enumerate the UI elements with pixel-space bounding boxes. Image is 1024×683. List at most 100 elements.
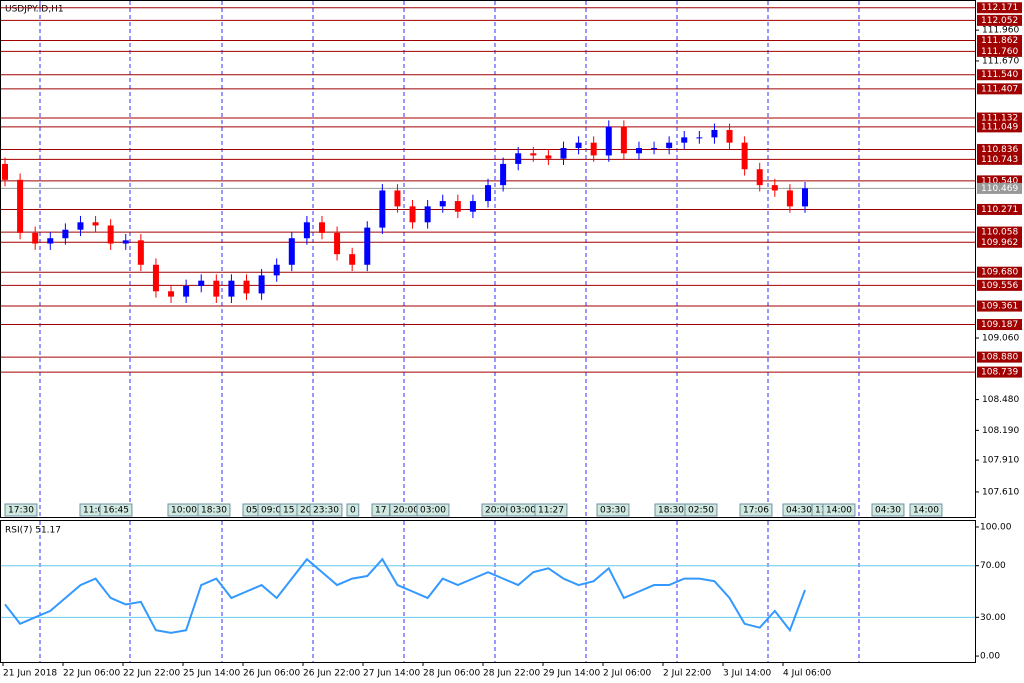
candle-body — [364, 227, 371, 265]
y-tick-label: 107.610 — [982, 487, 1019, 497]
time-marker: 0 — [350, 506, 356, 516]
candle-body — [545, 155, 552, 159]
candle-body — [198, 280, 205, 286]
time-marker: 14:00 — [913, 506, 939, 516]
level-box — [977, 203, 1022, 215]
candle-body — [168, 291, 175, 297]
candle-body — [560, 147, 567, 159]
level-box — [977, 226, 1022, 238]
candle-body — [469, 201, 476, 212]
time-marker: 11 — [815, 506, 826, 516]
level-box — [977, 2, 1022, 14]
level-label: 111.862 — [981, 36, 1018, 46]
candle-body — [183, 285, 190, 297]
candle-body — [485, 185, 492, 202]
indicator-title: RSI(7) 51.17 — [5, 526, 61, 536]
candle-body — [409, 206, 416, 223]
candle-body — [666, 142, 673, 148]
candle-body — [47, 238, 54, 244]
time-marker: 18:30 — [201, 506, 227, 516]
time-marker: 11:0 — [83, 506, 103, 516]
y-tick-label: 108.480 — [982, 395, 1019, 405]
time-marker: 17:30 — [8, 506, 34, 516]
level-box — [977, 112, 1022, 124]
x-tick-label: 22 Jun 22:00 — [123, 669, 180, 679]
time-marker: 15 — [283, 506, 294, 516]
candle-body — [771, 185, 778, 191]
y-tick-label: 107.910 — [982, 456, 1019, 466]
candle-body — [786, 190, 793, 207]
candle-body — [500, 163, 507, 186]
level-box — [977, 300, 1022, 312]
level-label: 111.132 — [981, 114, 1018, 124]
y-tick-label: 111.960 — [982, 26, 1019, 36]
candle-body — [575, 142, 582, 148]
level-label: 111.760 — [981, 47, 1018, 57]
x-tick-label: 26 Jun 06:00 — [243, 669, 300, 679]
time-marker-box — [371, 503, 390, 517]
level-box — [977, 143, 1022, 155]
x-tick-label: 25 Jun 14:00 — [183, 669, 240, 679]
time-marker-box — [416, 503, 450, 517]
level-label: 112.052 — [981, 16, 1018, 26]
candle-body — [741, 142, 748, 170]
candle-body — [32, 232, 39, 244]
level-box — [977, 351, 1022, 363]
level-box — [977, 83, 1022, 95]
candle-body — [756, 169, 763, 186]
x-tick-label: 28 Jun 06:00 — [423, 669, 480, 679]
x-tick-label: 22 Jun 06:00 — [63, 669, 120, 679]
level-label: 111.540 — [981, 70, 1018, 80]
time-marker: 20:00 — [485, 506, 511, 516]
candle-body — [2, 163, 8, 180]
y-tick-label: 30.00 — [980, 613, 1006, 623]
time-marker: 02:50 — [688, 506, 714, 516]
time-marker: 16:45 — [103, 506, 129, 516]
level-label: 109.361 — [981, 302, 1018, 312]
time-marker: 05: — [246, 506, 260, 516]
level-label: 108.739 — [981, 368, 1018, 378]
candle-body — [77, 222, 84, 230]
level-box — [977, 319, 1022, 331]
y-tick-label: 108.190 — [982, 426, 1019, 436]
time-marker-box — [739, 503, 773, 517]
time-marker: 03:00 — [510, 506, 536, 516]
level-label: 110.743 — [981, 155, 1018, 165]
candle-body — [590, 142, 597, 156]
y-tick-label: 109.060 — [982, 334, 1019, 344]
candle-body — [62, 229, 69, 239]
candle-body — [334, 232, 341, 255]
time-marker: 20:00 — [393, 506, 419, 516]
candle-body — [92, 222, 99, 226]
candle-body — [681, 137, 688, 143]
time-marker-box — [534, 503, 568, 517]
candle-body — [620, 126, 627, 154]
candle-body — [711, 129, 718, 138]
candle-body — [454, 201, 461, 212]
candle-body — [515, 153, 522, 164]
main-panel — [0, 0, 976, 518]
candle-body — [696, 137, 703, 139]
rsi-line — [4, 557, 806, 634]
candle-body — [258, 275, 265, 294]
time-marker: 10:00 — [171, 506, 197, 516]
x-tick-label: 2 Jul 22:00 — [663, 669, 712, 679]
level-label: 109.962 — [981, 238, 1018, 248]
level-box — [977, 266, 1022, 278]
x-tick-label: 28 Jun 22:00 — [483, 669, 540, 679]
time-marker-box — [346, 503, 360, 517]
candle-body — [651, 147, 658, 149]
candle-body — [394, 190, 401, 207]
level-box — [977, 35, 1022, 47]
time-marker-box — [197, 503, 231, 517]
candle-body — [318, 222, 325, 233]
level-label: 112.171 — [981, 3, 1018, 13]
candle-body — [288, 238, 295, 265]
candle-body — [379, 190, 386, 228]
candle-body — [213, 280, 220, 297]
level-box — [977, 45, 1022, 57]
level-box — [977, 279, 1022, 291]
time-marker: 03:00 — [420, 506, 446, 516]
x-tick-label: 4 Jul 06:00 — [783, 669, 832, 679]
candle-body — [605, 126, 612, 156]
